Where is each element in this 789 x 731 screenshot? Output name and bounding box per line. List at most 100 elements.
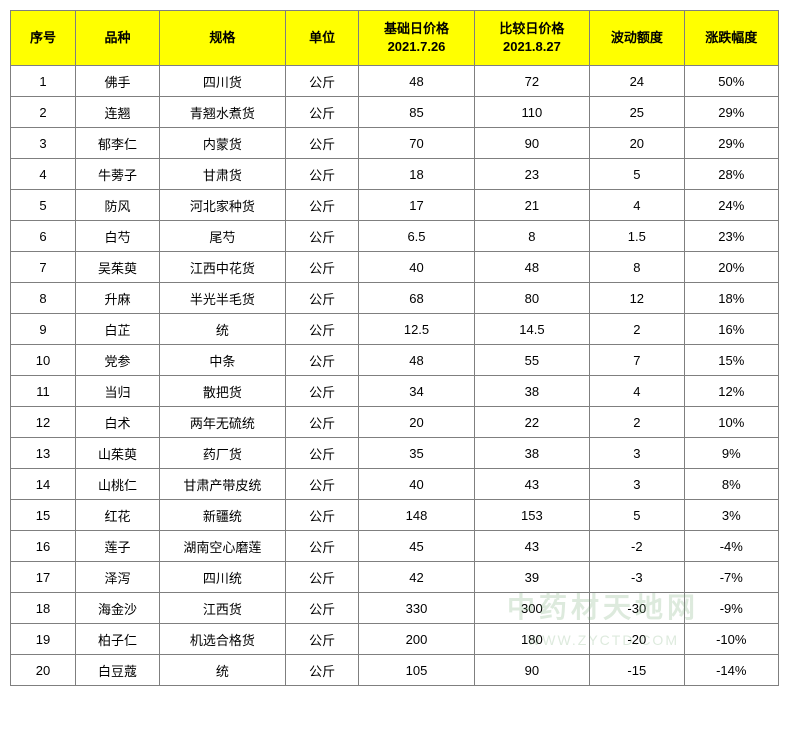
cell-14-4: 148 <box>359 500 474 531</box>
cell-15-3: 公斤 <box>285 531 358 562</box>
cell-11-1: 白术 <box>76 407 160 438</box>
cell-11-4: 20 <box>359 407 474 438</box>
cell-7-2: 半光半毛货 <box>159 283 285 314</box>
cell-7-1: 升麻 <box>76 283 160 314</box>
cell-6-0: 7 <box>11 252 76 283</box>
cell-4-1: 防风 <box>76 190 160 221</box>
cell-12-7: 9% <box>684 438 778 469</box>
cell-15-1: 莲子 <box>76 531 160 562</box>
cell-0-3: 公斤 <box>285 66 358 97</box>
cell-5-3: 公斤 <box>285 221 358 252</box>
cell-13-4: 40 <box>359 469 474 500</box>
cell-8-0: 9 <box>11 314 76 345</box>
cell-12-4: 35 <box>359 438 474 469</box>
cell-15-6: -2 <box>590 531 684 562</box>
cell-16-6: -3 <box>590 562 684 593</box>
cell-6-6: 8 <box>590 252 684 283</box>
cell-1-6: 25 <box>590 97 684 128</box>
cell-2-4: 70 <box>359 128 474 159</box>
cell-3-7: 28% <box>684 159 778 190</box>
cell-8-7: 16% <box>684 314 778 345</box>
cell-16-0: 17 <box>11 562 76 593</box>
cell-15-5: 43 <box>474 531 589 562</box>
table-header-row: 序号品种规格单位基础日价格2021.7.26比较日价格2021.8.27波动额度… <box>11 11 779 66</box>
cell-16-1: 泽泻 <box>76 562 160 593</box>
cell-1-2: 青翘水煮货 <box>159 97 285 128</box>
table-row: 16莲子湖南空心磨莲公斤4543-2-4% <box>11 531 779 562</box>
col-header-5: 比较日价格2021.8.27 <box>474 11 589 66</box>
cell-1-5: 110 <box>474 97 589 128</box>
cell-6-7: 20% <box>684 252 778 283</box>
cell-13-3: 公斤 <box>285 469 358 500</box>
cell-12-2: 药厂货 <box>159 438 285 469</box>
cell-10-6: 4 <box>590 376 684 407</box>
cell-1-4: 85 <box>359 97 474 128</box>
cell-16-3: 公斤 <box>285 562 358 593</box>
cell-11-0: 12 <box>11 407 76 438</box>
cell-10-4: 34 <box>359 376 474 407</box>
col-header-3: 单位 <box>285 11 358 66</box>
cell-13-0: 14 <box>11 469 76 500</box>
cell-9-6: 7 <box>590 345 684 376</box>
cell-19-4: 105 <box>359 655 474 686</box>
cell-15-7: -4% <box>684 531 778 562</box>
cell-11-2: 两年无硫统 <box>159 407 285 438</box>
cell-0-5: 72 <box>474 66 589 97</box>
cell-18-6: -20 <box>590 624 684 655</box>
cell-0-4: 48 <box>359 66 474 97</box>
cell-17-4: 330 <box>359 593 474 624</box>
cell-10-7: 12% <box>684 376 778 407</box>
col-header-7: 涨跌幅度 <box>684 11 778 66</box>
cell-4-4: 17 <box>359 190 474 221</box>
cell-13-1: 山桃仁 <box>76 469 160 500</box>
cell-7-3: 公斤 <box>285 283 358 314</box>
cell-8-1: 白芷 <box>76 314 160 345</box>
cell-10-1: 当归 <box>76 376 160 407</box>
cell-3-5: 23 <box>474 159 589 190</box>
cell-18-5: 180 <box>474 624 589 655</box>
cell-10-3: 公斤 <box>285 376 358 407</box>
cell-13-7: 8% <box>684 469 778 500</box>
table-row: 9白芷统公斤12.514.5216% <box>11 314 779 345</box>
cell-4-2: 河北家种货 <box>159 190 285 221</box>
cell-7-0: 8 <box>11 283 76 314</box>
cell-2-0: 3 <box>11 128 76 159</box>
cell-15-2: 湖南空心磨莲 <box>159 531 285 562</box>
cell-16-4: 42 <box>359 562 474 593</box>
cell-10-0: 11 <box>11 376 76 407</box>
cell-19-6: -15 <box>590 655 684 686</box>
table-row: 8升麻半光半毛货公斤68801218% <box>11 283 779 314</box>
cell-17-3: 公斤 <box>285 593 358 624</box>
col-header-4: 基础日价格2021.7.26 <box>359 11 474 66</box>
cell-5-7: 23% <box>684 221 778 252</box>
cell-14-6: 5 <box>590 500 684 531</box>
cell-7-7: 18% <box>684 283 778 314</box>
cell-9-7: 15% <box>684 345 778 376</box>
cell-4-5: 21 <box>474 190 589 221</box>
cell-17-0: 18 <box>11 593 76 624</box>
cell-6-5: 48 <box>474 252 589 283</box>
col-header-1: 品种 <box>76 11 160 66</box>
table-body: 1佛手四川货公斤48722450%2连翘青翘水煮货公斤851102529%3郁李… <box>11 66 779 686</box>
table-row: 10党参中条公斤4855715% <box>11 345 779 376</box>
cell-3-1: 牛蒡子 <box>76 159 160 190</box>
table-row: 5防风河北家种货公斤1721424% <box>11 190 779 221</box>
cell-9-0: 10 <box>11 345 76 376</box>
cell-2-1: 郁李仁 <box>76 128 160 159</box>
table-row: 3郁李仁内蒙货公斤70902029% <box>11 128 779 159</box>
cell-16-5: 39 <box>474 562 589 593</box>
table-row: 4牛蒡子甘肃货公斤1823528% <box>11 159 779 190</box>
table-row: 19柏子仁机选合格货公斤200180-20-10% <box>11 624 779 655</box>
cell-7-6: 12 <box>590 283 684 314</box>
cell-2-3: 公斤 <box>285 128 358 159</box>
cell-15-0: 16 <box>11 531 76 562</box>
col-header-6: 波动额度 <box>590 11 684 66</box>
cell-5-4: 6.5 <box>359 221 474 252</box>
cell-6-4: 40 <box>359 252 474 283</box>
cell-5-2: 尾芍 <box>159 221 285 252</box>
cell-1-7: 29% <box>684 97 778 128</box>
cell-14-5: 153 <box>474 500 589 531</box>
cell-4-7: 24% <box>684 190 778 221</box>
cell-9-1: 党参 <box>76 345 160 376</box>
cell-9-5: 55 <box>474 345 589 376</box>
